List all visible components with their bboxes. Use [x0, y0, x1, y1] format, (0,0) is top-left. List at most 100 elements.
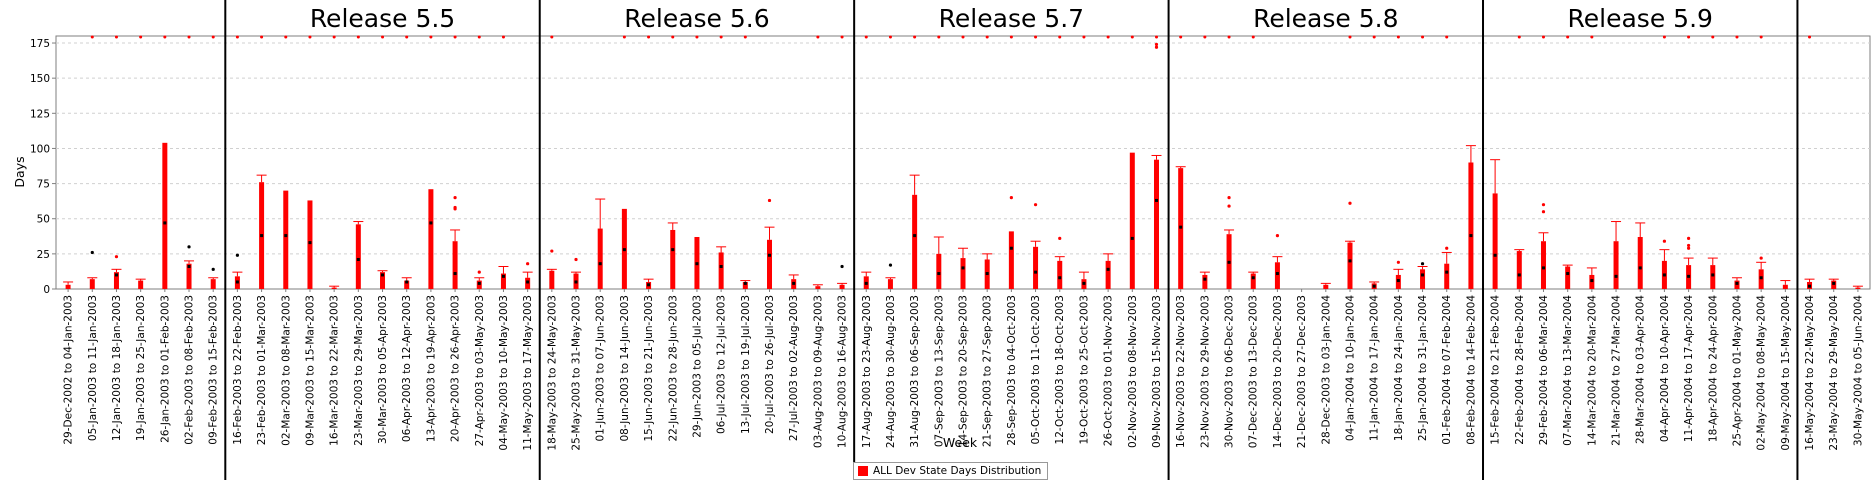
bar [597, 228, 603, 289]
mean-marker [1735, 281, 1739, 285]
mean-marker [647, 283, 651, 287]
bar [742, 281, 748, 289]
bar [138, 280, 144, 289]
x-tick-label: 25-May-2003 to 31-May-2003 [571, 295, 583, 451]
mean-marker [1251, 276, 1255, 280]
x-tick-label: 29-Dec-2002 to 04-Jan-2003 [63, 295, 75, 445]
outlier-point [1541, 210, 1546, 214]
mean-marker [163, 221, 167, 225]
x-tick-label: 23-Mar-2003 to 29-Mar-2003 [353, 295, 365, 446]
bar [815, 286, 821, 289]
bar [1153, 159, 1159, 289]
outlier-point [1687, 243, 1691, 248]
top-outlier-point [429, 35, 433, 39]
top-outlier-point [1421, 35, 1425, 39]
bar [1347, 242, 1353, 289]
release-title: Release 5.8 [1253, 4, 1398, 33]
outlier-point [1033, 203, 1038, 207]
bar [1540, 241, 1546, 289]
bar [113, 272, 119, 289]
x-tick-label: 14-Sep-2003 to 20-Sep-2003 [958, 295, 970, 447]
mean-marker [260, 234, 264, 238]
outlier-point [1687, 246, 1691, 250]
y-tick-label: 150 [30, 73, 50, 85]
bar [1782, 284, 1788, 289]
x-tick-label: 29-Feb-2004 to 06-Mar-2004 [1538, 295, 1550, 446]
x-tick-label: 14-Mar-2004 to 20-Mar-2004 [1586, 295, 1598, 446]
outlier-point [114, 255, 119, 259]
top-outlier-point [1808, 35, 1812, 39]
mean-marker [1808, 284, 1812, 288]
mean-marker [1541, 266, 1545, 270]
top-outlier-point [90, 35, 94, 39]
mean-marker [356, 257, 360, 261]
outlier-point [1662, 239, 1667, 243]
mean-marker [768, 253, 772, 257]
mean-marker [671, 248, 675, 252]
bar [500, 273, 506, 289]
top-outlier-point [1590, 35, 1594, 39]
bar [1710, 265, 1716, 289]
top-outlier-point [864, 35, 868, 39]
top-outlier-point [1396, 35, 1400, 39]
top-outlier-point [1082, 35, 1086, 39]
mean-marker [1759, 276, 1763, 280]
x-tick-label: 21-Sep-2003 to 27-Sep-2003 [982, 295, 994, 447]
outlier-point [187, 245, 191, 249]
x-tick-label: 18-Jan-2004 to 24-Jan-2004 [1393, 295, 1405, 441]
release-title: Release 5.9 [1568, 4, 1713, 33]
x-tick-label: 02-May-2004 to 08-May-2004 [1756, 295, 1768, 451]
mean-marker [1348, 259, 1352, 263]
top-outlier-point [187, 35, 191, 39]
x-tick-label: 26-Oct-2003 to 01-Nov-2003 [1103, 295, 1115, 446]
x-tick-label: 28-Sep-2003 to 04-Oct-2003 [1006, 295, 1018, 446]
mean-marker [864, 281, 868, 285]
x-tick-label: 07-Dec-2003 to 13-Dec-2003 [1248, 295, 1260, 448]
top-outlier-point [816, 35, 820, 39]
x-tick-label: 31-Aug-2003 to 06-Sep-2003 [909, 295, 921, 448]
bar [839, 284, 845, 289]
x-tick-label: 09-May-2004 to 15-May-2004 [1780, 295, 1792, 451]
top-outlier-point [501, 35, 505, 39]
bar [186, 263, 192, 289]
top-outlier-point [1348, 35, 1352, 39]
top-outlier-point [284, 35, 288, 39]
top-outlier-point [937, 35, 941, 39]
bar [355, 224, 361, 289]
bar [1105, 260, 1111, 289]
x-tick-label: 09-Feb-2003 to 15-Feb-2003 [208, 295, 220, 445]
outlier-point [1275, 233, 1280, 238]
x-tick-label: 06-Jul-2003 to 12-Jul-2003 [716, 295, 728, 434]
mean-marker [429, 221, 433, 225]
top-outlier-point [1517, 35, 1521, 39]
x-tick-label: 16-May-2004 to 22-May-2004 [1804, 295, 1816, 451]
top-outlier-point [888, 35, 892, 39]
bar-layer [63, 35, 1863, 289]
bar [1008, 231, 1014, 289]
bar [1492, 193, 1498, 289]
bar [960, 258, 966, 289]
mean-marker [1396, 279, 1400, 283]
outlier-point [90, 250, 94, 255]
outlier-point [767, 198, 772, 203]
x-tick-label: 12-Oct-2003 to 18-Oct-2003 [1054, 295, 1066, 444]
mean-marker [937, 272, 941, 276]
x-tick-label: 23-Nov-2003 to 29-Nov-2003 [1199, 295, 1211, 448]
x-tick-label: 27-Jul-2003 to 02-Aug-2003 [788, 295, 800, 441]
outlier-point [1348, 201, 1352, 205]
outlier-point [1541, 203, 1546, 207]
y-tick-label: 125 [30, 108, 50, 120]
outlier-point [235, 253, 239, 257]
bar [452, 241, 458, 289]
bar [307, 200, 313, 289]
x-tick-label: 04-Apr-2004 to 10-Apr-2004 [1659, 295, 1671, 442]
top-outlier-point [1759, 35, 1763, 39]
bar [1274, 262, 1280, 289]
x-tick-label: 23-May-2004 to 29-May-2004 [1828, 295, 1840, 451]
top-outlier-point [114, 35, 118, 39]
x-tick-label: 30-May-2004 to 05-Jun-2004 [1852, 295, 1864, 446]
release-title: Release 5.6 [624, 4, 769, 33]
mean-marker [501, 274, 505, 278]
